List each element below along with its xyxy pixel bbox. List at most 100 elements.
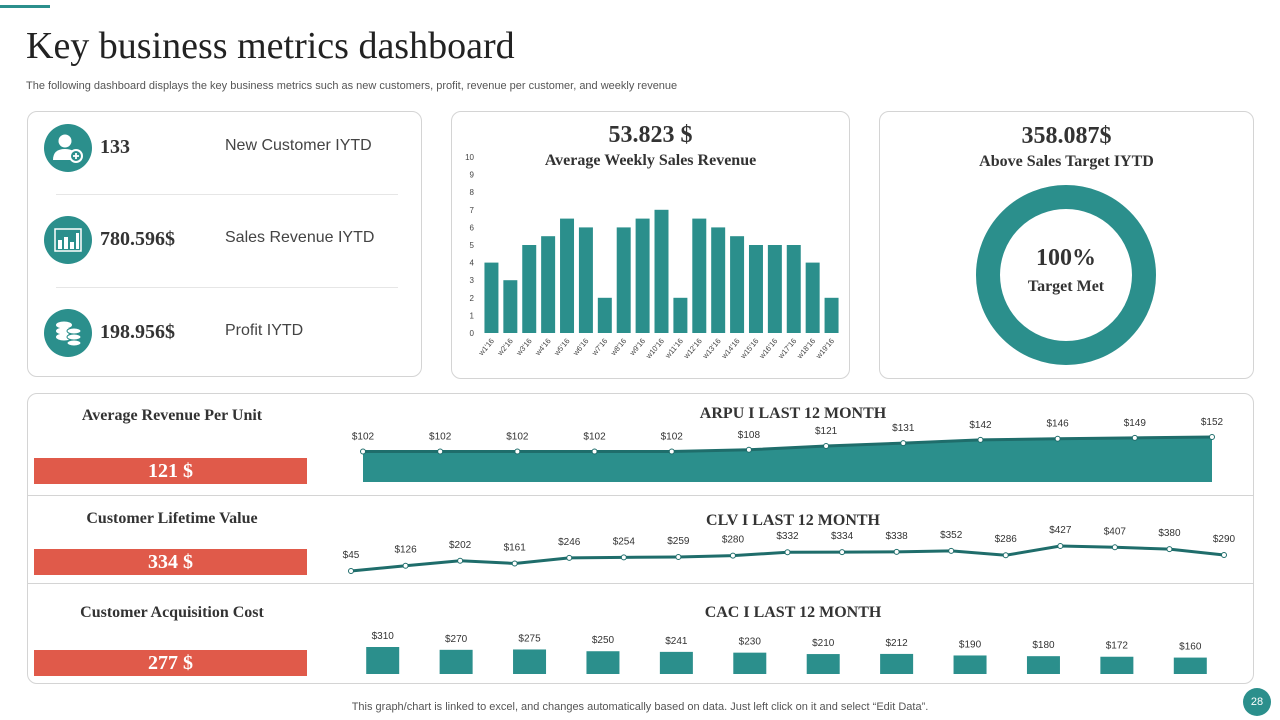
cac-bar [586,651,620,674]
arpu-area [363,437,1212,482]
kpi-label: Profit IYTD [225,322,304,339]
weekly-sales-value: 53.823 $ [608,122,693,148]
cac-data-label: $180 [1032,640,1055,651]
arpu-data-label: $102 [506,432,529,443]
clv-data-label: $246 [558,537,581,548]
arpu-data-label: $102 [583,432,606,443]
cac-bar [1173,657,1207,674]
x-tick-label: w4'16 [533,337,553,358]
cac-data-label: $270 [445,634,468,645]
arpu-data-label: $102 [661,432,684,443]
y-tick-label: 9 [470,171,475,180]
bar [654,209,669,333]
arpu-data-label: $131 [892,423,915,434]
clv-point [839,549,846,556]
bar [748,245,763,333]
weekly-sales-card: 53.823 $ Average Weekly Sales Revenue 0 1… [451,111,850,379]
arpu-point [514,448,521,455]
clv-data-label: $352 [940,530,963,541]
arpu-point [977,436,984,443]
sales-target-value: 358.087$ [1021,123,1112,149]
clv-data-label: $407 [1104,526,1127,537]
x-tick-label: w3'16 [514,337,534,358]
x-tick-label: w19'16 [813,337,836,362]
clv-point [784,549,791,556]
y-tick-label: 2 [470,294,475,303]
cac-bar [953,655,987,674]
cac-data-label: $241 [665,636,688,647]
page-subtitle: The following dashboard displays the key… [26,80,678,92]
metrics-card: Average Revenue Per Unit 121 $ ARPU I LA… [27,393,1254,684]
donut-slice [976,185,1156,365]
arpu-data-label: $102 [352,432,375,443]
cac-data-label: $212 [886,638,909,649]
divider [28,495,1254,496]
x-tick-label: w12'16 [681,337,704,362]
divider [28,583,1254,584]
bar [805,262,820,333]
page-title: Key business metrics dashboard [26,25,515,67]
clv-data-label: $380 [1158,528,1181,539]
bar [597,297,612,333]
y-tick-label: 1 [470,311,475,320]
arpu-data-label: $152 [1201,417,1224,428]
arpu-line [363,435,1213,454]
bar [824,297,839,333]
clv-data-label: $338 [886,531,909,542]
clv-point [511,560,518,567]
coins-stack-icon [44,309,92,357]
kpi-value: 780.596$ [100,228,175,250]
cac-data-label: $250 [592,635,615,646]
clv-data-label: $254 [613,536,636,547]
clv-title: Customer Lifetime Value [86,510,258,527]
arpu-data-label: $146 [1047,419,1070,430]
clv-value-badge: 334 $ [34,549,307,575]
clv-point [1002,552,1009,559]
cac-data-label: $210 [812,638,835,649]
kpi-value: 198.956$ [100,321,175,343]
x-tick-label: w16'16 [757,337,780,362]
bar [673,297,688,333]
clv-point [893,548,900,555]
cac-value-badge: 277 $ [34,650,307,676]
cac-bar [880,653,914,674]
clv-point [402,562,409,569]
clv-point [948,547,955,554]
arpu-point [437,448,444,455]
page-number: 28 [1243,688,1271,716]
y-tick-label: 7 [470,206,475,215]
kpi-label: New Customer IYTD [225,137,372,154]
y-tick-label: 4 [470,259,475,268]
cac-data-label: $310 [372,631,395,642]
x-tick-label: w10'16 [643,337,666,362]
footer-note: This graph/chart is linked to excel, and… [351,701,929,713]
clv-data-label: $286 [995,534,1018,545]
kpi-label: Sales Revenue IYTD [225,229,375,246]
bar [692,218,707,333]
cac-bar [806,654,840,674]
clv-chart-title: CLV I LAST 12 MONTH [706,512,880,529]
arpu-point [1054,435,1061,442]
x-tick-label: w1'16 [476,337,496,358]
clv-point [1221,551,1227,558]
clv-data-label: $332 [776,531,799,542]
target-label: Target Met [1027,278,1105,295]
clv-data-label: $202 [449,540,472,551]
clv-data-label: $126 [394,545,417,556]
clv-point [620,554,627,561]
weekly-sales-bar-chart: 0 1 2 3 4 5 6 7 8 9 10 w1'16 w2'16 w3'16 w4'16 w5'16 w6'… [465,153,839,362]
arpu-data-label: $102 [429,432,452,443]
bar [786,245,801,333]
cac-data-label: $160 [1179,642,1202,653]
clv-point [566,554,573,561]
cac-data-label: $190 [959,639,982,650]
clv-point [1057,543,1064,549]
x-tick-label: w17'16 [776,337,799,362]
arpu-point [823,443,830,449]
metrics-trend-charts: $102 $102 $102 $102 $102 $108 $121 $131 $142 $146… [343,417,1236,674]
bar [541,236,556,333]
divider [56,194,398,195]
sales-target-card: 358.087$ Above Sales Target IYTD 100% Ta… [879,111,1254,379]
clv-point [1166,546,1173,553]
arpu-point [900,440,907,447]
